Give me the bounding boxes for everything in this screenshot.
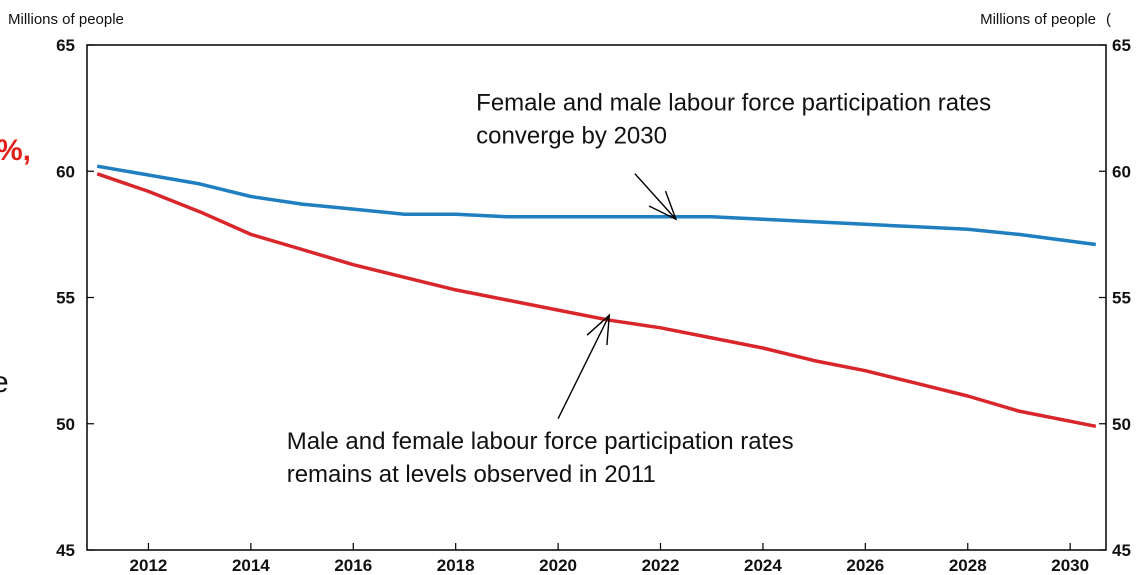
y-tick-label-left: 55 bbox=[56, 289, 75, 308]
series-layer bbox=[96, 164, 1097, 429]
y-tick-label-right: 55 bbox=[1112, 289, 1131, 308]
annotation-arrow-2 bbox=[557, 314, 610, 420]
x-tick-label: 2026 bbox=[846, 556, 884, 575]
x-tick-label: 2018 bbox=[437, 556, 475, 575]
y-tick-label-right: 60 bbox=[1112, 162, 1131, 181]
right-y-axis: 45 50 55 60 65 bbox=[1099, 36, 1131, 560]
annotation-arrowhead-2 bbox=[586, 313, 611, 346]
y-tick-label-right: 65 bbox=[1112, 36, 1131, 55]
x-axis: 2012 2014 2016 2018 2020 2022 2024 2026 2028 2030 bbox=[130, 543, 1089, 575]
y-tick-label-left: 65 bbox=[56, 36, 75, 55]
x-tick-label: 2012 bbox=[130, 556, 168, 575]
left-axis-unit-label: Millions of people bbox=[8, 11, 124, 28]
left-y-axis: 45 50 55 60 65 bbox=[56, 36, 94, 560]
cropped-letter-fragment: e bbox=[0, 366, 9, 399]
annotation-layer: Female and male labour force participati… bbox=[287, 90, 991, 488]
y-tick-label-right: 45 bbox=[1112, 541, 1131, 560]
y-tick-label-left: 60 bbox=[56, 162, 75, 181]
annotation-1-line-2: converge by 2030 bbox=[476, 123, 667, 150]
annotation-arrow-1 bbox=[634, 173, 677, 220]
right-axis-unit-label: Millions of people bbox=[980, 11, 1096, 28]
annotation-arrowhead-1 bbox=[648, 190, 678, 221]
y-tick-label-right: 50 bbox=[1112, 415, 1131, 434]
x-tick-label: 2022 bbox=[642, 556, 680, 575]
x-tick-label: 2028 bbox=[949, 556, 987, 575]
y-tick-label-left: 50 bbox=[56, 415, 75, 434]
x-tick-label: 2014 bbox=[232, 556, 270, 575]
series-line-1 bbox=[96, 164, 1097, 247]
cropped-percent-fragment: %, bbox=[0, 134, 31, 167]
annotation-2-line-2: remains at levels observed in 2011 bbox=[287, 461, 656, 488]
annotation-2-line-1: Male and female labour force participati… bbox=[287, 428, 794, 455]
x-tick-label: 2024 bbox=[744, 556, 782, 575]
series-line-2 bbox=[96, 172, 1097, 429]
annotation-1-line-1: Female and male labour force participati… bbox=[476, 90, 991, 117]
x-tick-label: 2016 bbox=[334, 556, 372, 575]
y-tick-label-left: 45 bbox=[56, 541, 75, 560]
x-tick-label: 2030 bbox=[1051, 556, 1089, 575]
cropped-glyph: ( bbox=[1106, 11, 1111, 28]
x-tick-label: 2020 bbox=[539, 556, 577, 575]
